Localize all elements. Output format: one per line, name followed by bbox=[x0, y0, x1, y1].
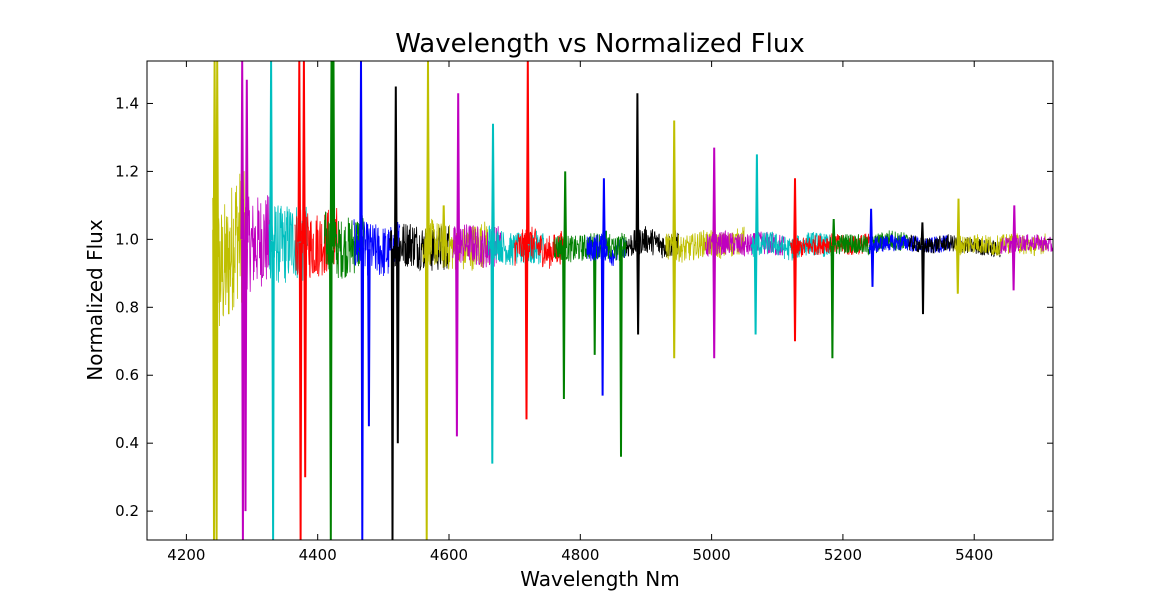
series-24-spike-1 bbox=[1012, 205, 1017, 244]
series-14-dip-1 bbox=[619, 246, 623, 457]
series-13-dip-1 bbox=[600, 247, 605, 396]
series-19-spike-1 bbox=[793, 178, 797, 249]
series-1-dip-1 bbox=[212, 229, 216, 540]
series-11-spike-1 bbox=[526, 61, 530, 245]
series-9-spike-1 bbox=[456, 93, 460, 245]
series-1 bbox=[212, 61, 246, 540]
series-20-spike-1 bbox=[831, 218, 836, 246]
series-2 bbox=[240, 61, 273, 540]
series-15-dip-1 bbox=[636, 242, 640, 335]
series-4-dip-1 bbox=[298, 242, 303, 540]
series-2-spike-1 bbox=[240, 61, 244, 240]
series-10-line bbox=[488, 225, 545, 266]
series-22 bbox=[908, 222, 1001, 315]
series-3-spike-1 bbox=[269, 61, 273, 241]
series-24 bbox=[1000, 205, 1053, 291]
series-5 bbox=[323, 61, 365, 540]
series-20-dip-1 bbox=[830, 245, 835, 359]
x-tick-label-7: 5400 bbox=[955, 546, 993, 564]
y-tick-label-1: 0.2 bbox=[115, 502, 139, 520]
y-tick-label-3: 0.6 bbox=[115, 366, 139, 384]
series-24-line bbox=[1000, 234, 1053, 254]
series-8-dip-1 bbox=[424, 240, 429, 540]
series-12-dip-2 bbox=[593, 245, 597, 355]
series-4-dip-2 bbox=[303, 244, 307, 478]
series-7-spike-1 bbox=[394, 86, 398, 248]
series-15 bbox=[625, 93, 680, 335]
series-4-spike-1 bbox=[297, 61, 302, 242]
series-layer bbox=[212, 61, 1053, 540]
y-tick-label-2: 0.4 bbox=[115, 434, 139, 452]
series-3-dip-1 bbox=[271, 241, 275, 540]
series-20 bbox=[829, 218, 909, 359]
series-19 bbox=[790, 178, 870, 342]
series-19-dip-1 bbox=[793, 248, 797, 342]
series-16-spike-1 bbox=[672, 120, 676, 248]
series-8-spike-2 bbox=[442, 205, 446, 247]
series-7-dip-1 bbox=[390, 248, 395, 540]
series-16-dip-1 bbox=[672, 247, 676, 359]
series-20-line bbox=[829, 230, 909, 256]
series-5-spike-2 bbox=[331, 61, 336, 247]
x-axis-label: Wavelength Nm bbox=[520, 567, 679, 591]
series-10-spike-1 bbox=[491, 123, 495, 242]
series-14-line bbox=[606, 232, 627, 261]
series-12-spike-1 bbox=[563, 171, 567, 249]
series-10 bbox=[488, 123, 545, 464]
x-tick-label-3: 4600 bbox=[430, 546, 468, 564]
series-24-dip-1 bbox=[1011, 243, 1016, 291]
series-4-spike-2 bbox=[302, 61, 306, 245]
chart-title: Wavelength vs Normalized Flux bbox=[395, 29, 804, 59]
x-tick-label-2: 4400 bbox=[299, 546, 337, 564]
series-22-spike-1 bbox=[920, 222, 925, 246]
series-17 bbox=[704, 147, 785, 359]
series-1-dip-2 bbox=[214, 251, 219, 540]
ticks-layer: 4200 4400 4600 4800 5000 5200 5400 0.2 0.4 0.6 0.8… bbox=[115, 61, 1053, 564]
series-1-spike-2 bbox=[215, 61, 219, 258]
series-6-dip-1 bbox=[360, 247, 365, 540]
series-18 bbox=[750, 154, 831, 335]
plot-frame bbox=[146, 60, 1054, 541]
series-2-spike-2 bbox=[245, 79, 249, 243]
y-tick-label-7: 1.4 bbox=[115, 94, 139, 112]
series-5-dip-1 bbox=[329, 244, 333, 540]
series-11-dip-1 bbox=[524, 244, 529, 420]
x-tick-label-4: 4800 bbox=[561, 546, 599, 564]
series-18-dip-1 bbox=[753, 245, 758, 335]
series-9-dip-1 bbox=[455, 245, 459, 437]
series-18-line bbox=[750, 231, 831, 261]
series-21-dip-1 bbox=[870, 245, 875, 287]
y-tick-label-4: 0.8 bbox=[115, 298, 139, 316]
series-2-dip-2 bbox=[243, 241, 248, 512]
series-7 bbox=[389, 86, 450, 540]
series-23-spike-1 bbox=[956, 198, 961, 246]
x-tick-label-5: 5000 bbox=[693, 546, 731, 564]
series-12 bbox=[553, 171, 611, 400]
x-tick-label-6: 5200 bbox=[824, 546, 862, 564]
y-axis-label: Normalized Flux bbox=[83, 219, 107, 381]
series-18-spike-1 bbox=[755, 154, 759, 246]
series-13-spike-1 bbox=[602, 178, 606, 249]
series-7-dip-2 bbox=[396, 246, 400, 444]
series-1-spike-1 bbox=[212, 61, 217, 236]
series-10-dip-1 bbox=[490, 241, 495, 464]
series-6-spike-1 bbox=[359, 61, 363, 248]
series-15-spike-1 bbox=[635, 93, 640, 243]
y-tick-label-5: 1.0 bbox=[115, 230, 139, 248]
series-6-dip-2 bbox=[367, 249, 371, 427]
x-tick-label-1: 4200 bbox=[167, 546, 205, 564]
series-2-dip-1 bbox=[241, 239, 245, 540]
y-tick-label-6: 1.2 bbox=[115, 162, 139, 180]
series-22-dip-1 bbox=[921, 245, 925, 315]
series-12-dip-1 bbox=[562, 247, 566, 400]
series-21-spike-1 bbox=[869, 208, 873, 246]
series-17-dip-1 bbox=[712, 244, 716, 359]
series-17-line bbox=[704, 229, 785, 258]
series-17-spike-1 bbox=[712, 147, 716, 245]
series-8-spike-1 bbox=[426, 61, 430, 242]
series-14 bbox=[606, 232, 627, 457]
series-23-dip-1 bbox=[956, 245, 960, 294]
